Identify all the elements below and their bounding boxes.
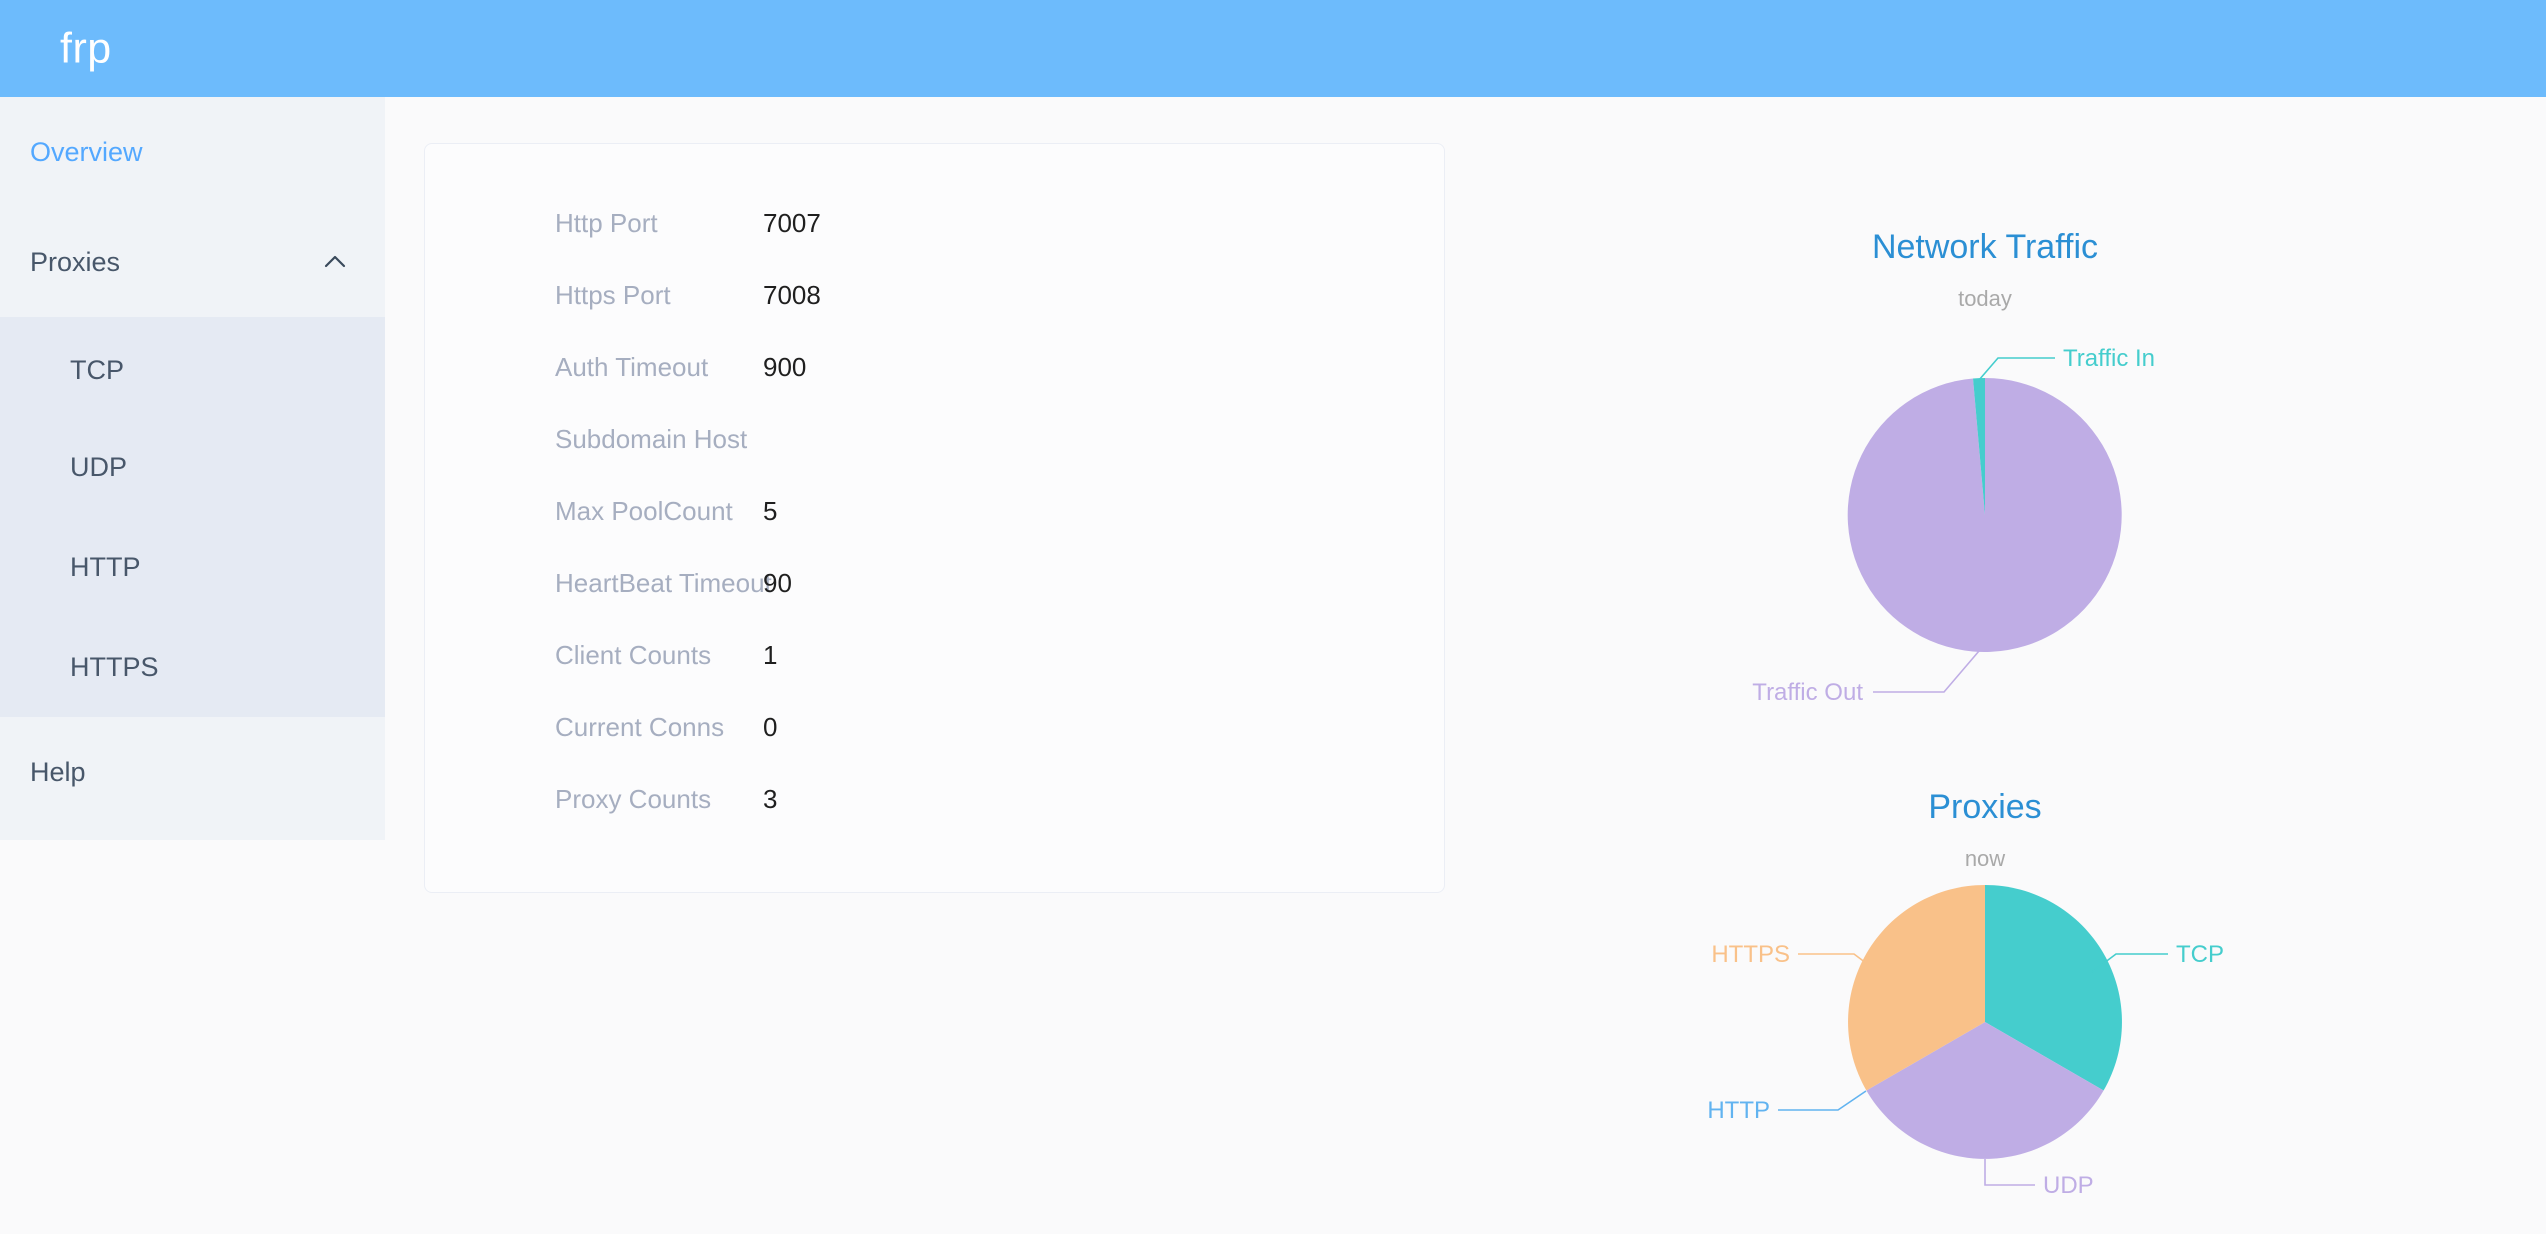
- server-info-value: 90: [763, 567, 792, 598]
- pie-slice-udp[interactable]: [1866, 1021, 2104, 1159]
- pie-label-tcp: TCP: [2176, 941, 2224, 968]
- pie-label-traffic-in: Traffic In: [2063, 345, 2155, 372]
- sidebar-item-overview-label: Overview: [30, 136, 143, 167]
- network-traffic-pie-svg[interactable]: Traffic In Traffic Out: [1635, 322, 2335, 706]
- sidebar-item-udp-label: UDP: [70, 451, 128, 482]
- pie-slice-tcp[interactable]: [1985, 884, 2122, 1091]
- pie-label-traffic-out: Traffic Out: [1752, 679, 1863, 706]
- server-info-label: Http Port: [555, 207, 658, 238]
- server-info-label: Current Conns: [555, 711, 725, 742]
- server-info-row: HeartBeat Timeout 90: [425, 547, 1444, 619]
- pie-slice-traffic-out[interactable]: [1847, 377, 2122, 652]
- server-info-row: Https Port 7008: [425, 259, 1444, 331]
- pie-callout-line-tcp: [2091, 952, 2168, 973]
- pie-label-udp: UDP: [2043, 1172, 2094, 1199]
- proxies-title: Proxies: [1928, 788, 2042, 826]
- sidebar-item-tcp[interactable]: TCP: [0, 317, 385, 417]
- pie-label-http: HTTP: [1707, 1097, 1770, 1124]
- sidebar-item-https-label: HTTPS: [70, 651, 159, 682]
- server-info-label: Auth Timeout: [555, 351, 709, 382]
- server-info-row: Current Conns 0: [425, 691, 1444, 763]
- server-info-table: Http Port 7007 Https Port 7008 Auth Timeout 9…: [425, 144, 1444, 835]
- server-info-card: Http Port 7007 Https Port 7008 Auth Timeout 9…: [424, 143, 1445, 893]
- server-info-label: Max PoolCount: [555, 495, 733, 526]
- server-info-value: [755, 426, 763, 452]
- sidebar-item-https[interactable]: HTTPS: [0, 617, 385, 717]
- sidebar-group-proxies[interactable]: Proxies: [0, 207, 385, 317]
- app-header: frp: [0, 0, 2546, 97]
- app-logo: frp: [60, 24, 112, 72]
- server-info-label: Proxy Counts: [555, 783, 712, 814]
- pie-callout-line-udp: [1984, 1158, 2035, 1186]
- network-traffic-title: Network Traffic: [1871, 228, 2099, 266]
- server-info-value: 1: [763, 639, 778, 670]
- proxies-chart: Proxies now TCP UDP HTTPS: [1635, 787, 2335, 1212]
- pie-slice-https[interactable]: [1848, 884, 1985, 1091]
- server-info-value: 0: [763, 711, 778, 742]
- sidebar-item-overview[interactable]: Overview: [0, 97, 385, 207]
- sidebar-item-help[interactable]: Help: [0, 717, 385, 827]
- server-info-value: 5: [763, 495, 778, 526]
- network-traffic-subtitle: today: [1958, 285, 2012, 311]
- server-info-row: Client Counts 1: [425, 619, 1444, 691]
- sidebar: Overview Proxies TCP UDP HTTP HTTPS Help: [0, 97, 385, 840]
- network-traffic-chart: Network Traffic today Traffic In Traffic…: [1635, 227, 2335, 706]
- server-info-label: Client Counts: [555, 639, 712, 670]
- pie-callout-line-traffic-in: [1978, 356, 2055, 381]
- pie-slice-traffic-in[interactable]: [1973, 377, 1985, 515]
- main-content: Http Port 7007 Https Port 7008 Auth Timeout 9…: [385, 97, 2546, 1234]
- server-info-row: Auth Timeout 900: [425, 331, 1444, 403]
- sidebar-item-help-label: Help: [30, 756, 86, 787]
- sidebar-item-udp[interactable]: UDP: [0, 417, 385, 517]
- server-info-value: 3: [763, 783, 778, 814]
- sidebar-item-http-label: HTTP: [70, 551, 141, 582]
- proxies-pie-svg[interactable]: TCP UDP HTTPS HTTP: [1635, 882, 2335, 1212]
- server-info-row: Proxy Counts 3: [425, 763, 1444, 835]
- server-info-label: Https Port: [555, 279, 671, 310]
- network-traffic-pie[interactable]: Traffic In Traffic Out: [1635, 322, 2335, 706]
- chevron-up-icon: [321, 248, 349, 276]
- sidebar-item-http[interactable]: HTTP: [0, 517, 385, 617]
- server-info-value: 7007: [763, 207, 821, 238]
- server-info-row: Max PoolCount 5: [425, 475, 1444, 547]
- server-info-label: HeartBeat Timeout: [555, 567, 772, 598]
- server-info-value: 900: [763, 351, 807, 382]
- pie-callout-line-https: [1798, 952, 1879, 973]
- pie-label-https: HTTPS: [1711, 941, 1790, 968]
- sidebar-item-tcp-label: TCP: [70, 354, 124, 385]
- server-info-row: Subdomain Host: [425, 403, 1444, 475]
- sidebar-group-proxies-label: Proxies: [30, 246, 121, 277]
- proxies-subtitle: now: [1964, 845, 2006, 871]
- sidebar-subnav-proxies: TCP UDP HTTP HTTPS: [0, 317, 385, 717]
- pie-callout-line-http: [1778, 1090, 1867, 1111]
- server-info-value: 7008: [763, 279, 821, 310]
- proxies-pie[interactable]: TCP UDP HTTPS HTTP: [1635, 882, 2335, 1212]
- pie-callout-line-traffic-out: [1873, 650, 1980, 693]
- server-info-label: Subdomain Host: [555, 423, 748, 454]
- server-info-row: Http Port 7007: [425, 187, 1444, 259]
